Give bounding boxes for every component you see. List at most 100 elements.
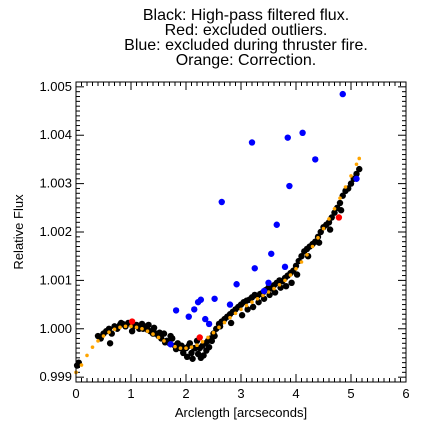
x-tick-label: 5 [347,386,354,401]
x-tick-label: 2 [182,386,189,401]
correction-point [239,307,243,312]
flux-point [145,321,152,329]
correction-point [123,324,128,329]
flux-point [255,298,262,306]
title-line-blue: Blue: excluded during thruster fire. [124,37,368,54]
title-line-red: Red: excluded outliers. [165,22,328,39]
flux-point [288,279,295,287]
y-tick-label: 1.001 [39,272,72,287]
flux-point [238,312,246,319]
thruster-point [167,341,174,348]
correction-point [332,206,337,211]
thruster-point [299,129,306,137]
y-tick-label: 0.999 [39,369,72,384]
flux-point [156,329,163,336]
thruster-point [197,296,205,303]
correction-point [96,339,100,343]
thruster-point [268,250,275,257]
correction-point [140,326,144,331]
correction-point [310,244,315,249]
correction-point [321,226,326,231]
correction-point [349,174,353,178]
flux-point [186,340,194,347]
correction-point [206,335,210,340]
flux-point [249,303,257,311]
correction-point [283,278,287,283]
correction-point [305,252,309,257]
flux-point [271,289,279,296]
correction-point [101,334,106,338]
correction-point [357,156,362,161]
correction-point [162,339,166,343]
correction-point [250,300,254,304]
thruster-point [251,265,258,272]
correction-point [107,330,111,334]
correction-point [343,185,348,189]
flux-point [282,282,290,290]
flux-point [325,219,333,226]
flux-point [331,209,338,216]
thruster-point [185,313,192,320]
thruster-point [226,301,234,308]
flux-point [347,180,355,187]
thruster-point [172,307,180,314]
flux-point [117,319,125,327]
data-points [73,90,363,375]
flux-point [227,319,235,327]
chart-title: Black: High-pass filtered flux. Red: exc… [124,7,368,69]
correction-point [151,332,155,336]
flux-point [326,226,334,233]
flux-point [167,332,174,340]
flux-point [353,170,360,178]
correction-point [85,353,89,358]
y-axis-label: Relative Flux [11,194,26,270]
correction-point [129,324,133,329]
plot-frame [75,81,407,383]
axis-tick-labels: 0 1 2 3 4 5 6 0.999 1.000 1.001 1.002 1.003 1.004 1.0… [39,79,409,401]
axis-ticks [75,81,407,383]
x-tick-label: 0 [72,386,79,401]
correction-point [184,346,188,350]
flux-point [356,165,363,173]
flux-point [244,306,251,313]
correction-point [354,162,359,167]
correction-point [255,296,260,301]
x-tick-label: 3 [237,386,244,401]
thruster-point [284,134,291,141]
correction-point [118,325,122,330]
correction-point [316,236,320,240]
thruster-point [353,175,360,182]
x-axis-label: Arclength [arcseconds] [175,405,307,420]
correction-point [294,266,298,271]
correction-point [195,343,199,348]
thruster-point [248,139,256,146]
correction-point [288,273,293,277]
x-tick-label: 6 [402,386,409,401]
correction-point [145,329,150,333]
y-tick-label: 1.003 [39,176,72,191]
correction-point [228,315,232,320]
correction-point [189,345,194,349]
y-tick-label: 1.000 [39,321,72,336]
flux-point [336,199,344,207]
flux-point [293,271,301,278]
title-line-orange: Orange: Correction. [176,52,317,69]
correction-point [79,363,84,367]
flux-point [260,295,268,302]
thruster-point [339,90,346,98]
thruster-point [281,263,289,271]
thruster-point [265,279,272,287]
correction-point [156,335,161,340]
x-tick-label: 1 [127,386,134,401]
correction-point [261,293,265,298]
correction-point [233,311,238,316]
flux-point [292,262,300,270]
correction-point [217,325,221,330]
correction-point [134,325,139,330]
flux-point [183,353,191,361]
flux-point [211,332,218,340]
flux-point [189,355,196,362]
flux-point [203,347,210,354]
y-tick-label: 1.002 [39,224,72,239]
